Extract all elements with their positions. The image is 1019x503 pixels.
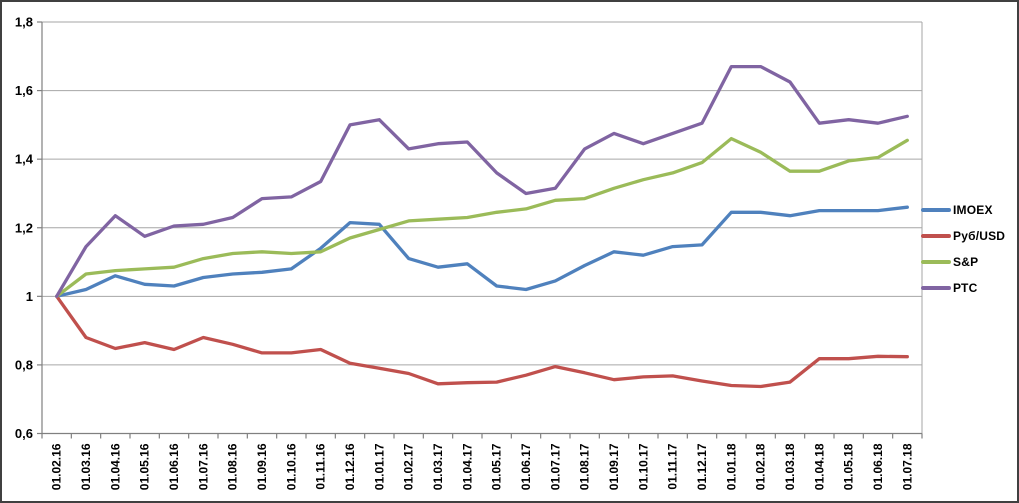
y-axis-label: 1,8 <box>15 15 33 30</box>
series-line-rts[interactable] <box>55 64 909 298</box>
x-axis-label: 01.01.17 <box>372 443 386 490</box>
legend-item-sp[interactable]: S&P <box>921 252 1005 272</box>
legend-line-swatch <box>921 286 951 290</box>
y-axis-label: 0,8 <box>15 357 33 372</box>
x-axis-label: 01.03.18 <box>783 443 797 490</box>
x-axis-label: 01.07.17 <box>548 443 562 490</box>
x-axis-label: 01.09.16 <box>255 443 269 490</box>
x-axis-label: 01.05.16 <box>138 443 152 490</box>
x-axis-label: 01.05.17 <box>490 443 504 490</box>
x-axis-label: 01.07.16 <box>196 443 210 490</box>
legend-label: Руб/USD <box>953 229 1006 243</box>
legend-item-imoex[interactable]: IMOEX <box>921 200 1005 220</box>
x-axis-label: 01.04.18 <box>812 443 826 490</box>
series-line-imoex[interactable] <box>55 205 909 298</box>
legend-line-swatch <box>921 208 951 212</box>
x-axis-label: 01.04.17 <box>460 443 474 490</box>
x-axis-label: 01.08.16 <box>226 443 240 490</box>
x-axis-label: 01.03.16 <box>79 443 93 490</box>
legend-label: РТС <box>953 281 978 295</box>
x-axis-label: 01.06.17 <box>519 443 533 490</box>
legend-label: IMOEX <box>953 203 993 217</box>
legend-item-rts[interactable]: РТС <box>921 278 1005 298</box>
x-axis-label: 01.10.16 <box>284 443 298 490</box>
x-axis-label: 01.06.18 <box>871 443 885 490</box>
legend-label: S&P <box>953 255 979 269</box>
x-axis-label: 01.02.17 <box>402 443 416 490</box>
x-axis-label: 01.01.18 <box>724 443 738 490</box>
x-axis-label: 01.11.16 <box>314 443 328 489</box>
y-axis-label: 1,6 <box>15 83 33 98</box>
y-axis-label: 1 <box>26 289 33 304</box>
y-axis-label: 1,2 <box>15 220 33 235</box>
series-line-sp[interactable] <box>55 136 909 298</box>
series-line-rub-usd[interactable] <box>55 294 909 389</box>
legend-line-swatch <box>921 234 951 238</box>
x-axis-label: 01.05.18 <box>842 443 856 490</box>
x-axis-label: 01.12.17 <box>695 443 709 490</box>
x-axis-label: 01.02.16 <box>50 443 64 490</box>
x-axis-label: 01.02.18 <box>754 443 768 490</box>
x-axis-label: 01.11.17 <box>666 443 680 489</box>
x-axis-label: 01.12.16 <box>343 443 357 490</box>
legend-item-rub-usd[interactable]: Руб/USD <box>921 226 1005 246</box>
legend-line-swatch <box>921 260 951 264</box>
x-axis-label: 01.06.16 <box>167 443 181 490</box>
x-axis-label: 01.10.17 <box>636 443 650 490</box>
y-axis-label: 1,4 <box>15 152 34 167</box>
y-axis-label: 0,6 <box>15 426 33 441</box>
x-axis-label: 01.08.17 <box>578 443 592 490</box>
x-axis-label: 01.04.16 <box>108 443 122 490</box>
x-axis-label: 01.03.17 <box>431 443 445 490</box>
x-axis-label: 01.09.17 <box>607 443 621 490</box>
chart-legend: IMOEX Руб/USD S&P РТС <box>921 200 1005 298</box>
x-axis-label: 01.07.18 <box>900 443 914 490</box>
